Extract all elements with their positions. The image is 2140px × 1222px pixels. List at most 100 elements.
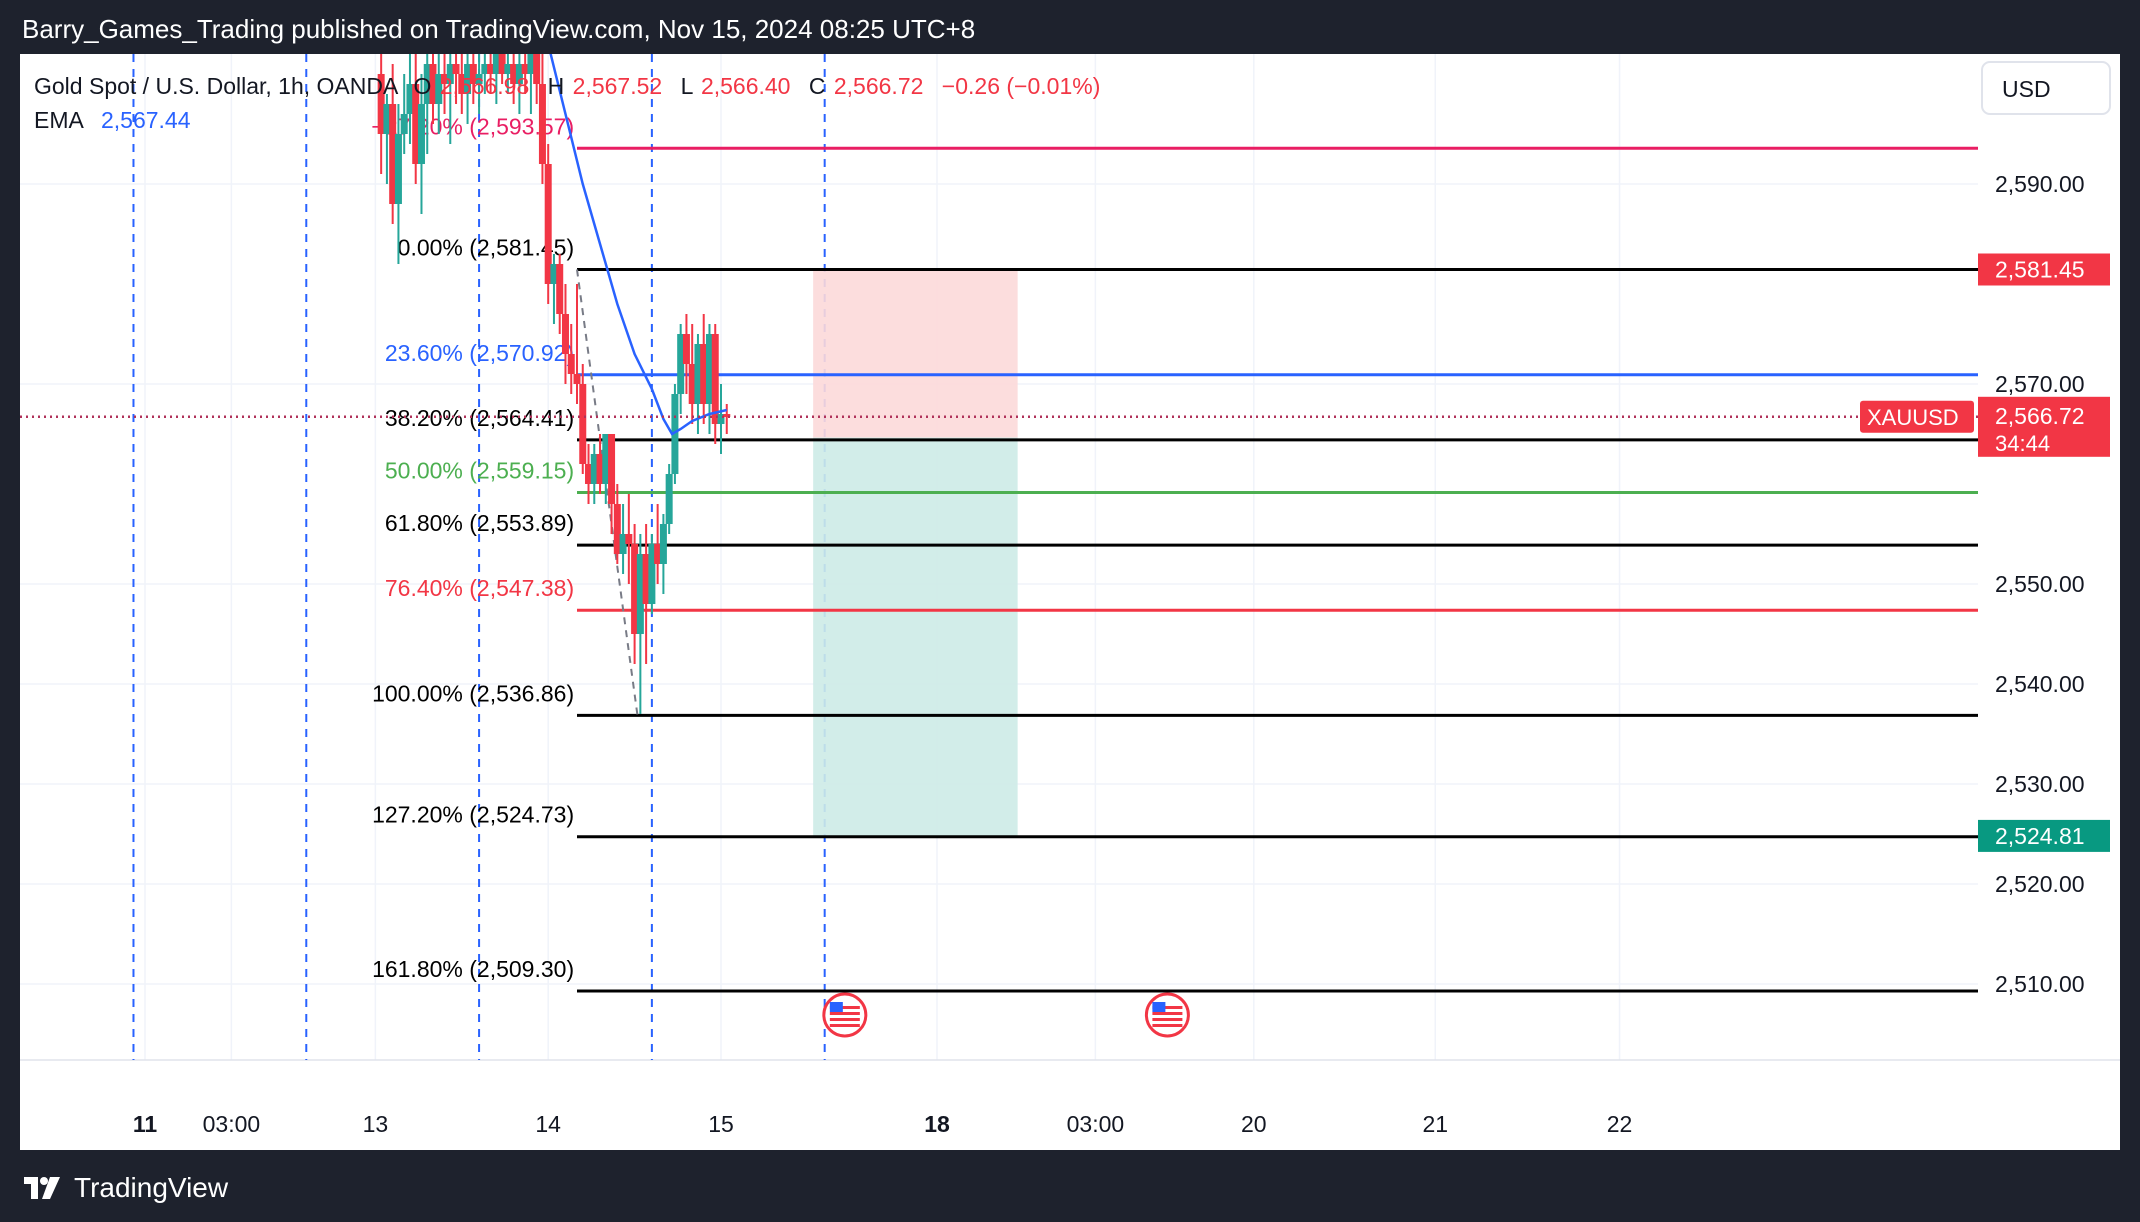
candle-body [521,64,529,74]
fib-level-label: 127.20% (2,524.73) [372,802,574,828]
x-tick-label: 03:00 [1067,1111,1125,1137]
x-tick-label: 15 [708,1111,734,1137]
event-markers [822,992,1190,1038]
y-axis: 2,510.00 2,520.00 2,530.00 2,540.00 2,550.00… [1860,171,2110,997]
ema-value: 2,567.44 [101,107,191,133]
candle-body [631,544,639,634]
candle-body [533,54,541,84]
candle-body [377,74,385,134]
candle-body [452,64,460,74]
fib-level-label: 100.00% (2,536.86) [372,680,574,706]
current-price-label: 2,566.72 [1995,403,2085,429]
us-flag-icon[interactable] [1144,992,1190,1038]
candle-body [700,344,708,404]
candle-body [550,264,558,284]
candle-body [492,54,500,74]
flag-canton [829,1002,843,1012]
candle-body [383,104,391,134]
fib-level-label: 76.40% (2,547.38) [385,575,574,601]
candle-body [487,64,495,74]
symbol-tag-label: XAUUSD [1867,405,1959,430]
candle-body [394,134,402,204]
symbol-name: Gold Spot / U.S. Dollar, 1h, OANDA [34,73,399,99]
x-tick-label: 14 [535,1111,561,1137]
candle-body [464,64,472,94]
candle-body [613,504,621,554]
y-tick-label: 2,520.00 [1995,871,2085,897]
low-value: 2,566.40 [701,73,791,99]
x-tick-label: 18 [924,1111,950,1137]
candle-body [417,104,425,164]
candle-body [469,64,477,84]
candle-body [556,264,564,314]
candle-body [717,414,725,424]
position-tool [813,269,1018,836]
legend-line-1: Gold Spot / U.S. Dollar, 1h, OANDA O 2,5… [34,73,1100,99]
flag-stripe [1152,1024,1183,1027]
tradingview-brand-text: TradingView [74,1172,229,1203]
grid-lines [20,54,2120,1061]
x-tick-label: 21 [1422,1111,1448,1137]
candle-body [435,74,443,104]
ema-series [546,43,728,436]
current-price-tag-box [1978,396,2110,457]
candle-body [585,464,593,484]
close-label: C [809,73,826,99]
x-tick-label: 11 [133,1111,158,1137]
fib-level-label: 38.20% (2,564.41) [385,405,574,431]
flag-stripe [829,1006,860,1009]
candle-body [705,334,713,404]
price-tag-label: 2,524.81 [1995,823,2085,849]
y-tick-label: 2,550.00 [1995,571,2085,597]
flag-stripe [1152,1006,1183,1009]
candle-body [602,434,610,484]
candle-body [677,334,685,394]
price-chart[interactable]: −27.20% (2,593.57)0.00% (2,581.45)23.60%… [20,43,2120,1150]
candle-body [538,84,546,164]
candle-body [458,74,466,94]
price-tag-box [1978,253,2110,286]
ema-line [546,43,728,436]
chart-panel[interactable]: −27.20% (2,593.57) 0.00% (2,581.45) 23.60%… [20,43,2120,1150]
x-tick-label: 20 [1241,1111,1267,1137]
candle-body [475,74,483,84]
y-tick-label: 2,540.00 [1995,671,2085,697]
candle-body [429,64,437,104]
candle-body [671,394,679,474]
candlestick-series [377,54,731,714]
candle-body [659,524,667,564]
candle-body [504,64,512,74]
candle-body [389,104,397,204]
currency-button[interactable]: USD [1981,61,2111,115]
vertical-markers [132,54,826,1060]
countdown-label: 34:44 [1995,431,2050,456]
legend-line-2: EMA 2,567.44 [34,107,191,133]
candle-body [412,84,420,164]
flag-stripe [829,1024,860,1027]
candle-body [573,374,581,384]
footer-brand[interactable]: TradingView [22,1168,228,1208]
candle-body [406,84,414,114]
flag-stripe [1152,1012,1183,1015]
candle-body [400,114,408,134]
tradingview-logo-icon [24,1177,60,1199]
candle-body [688,364,696,404]
candle-body [515,64,523,84]
candle-body [527,54,535,74]
candle-body [596,454,604,484]
open-label: O [413,73,431,99]
candle-body [711,334,719,424]
candle-body [423,64,431,104]
close-value: 2,566.72 [834,73,924,99]
candle-body [648,544,656,604]
price-tag-box [1978,819,2110,852]
fib-trend-line [576,269,639,716]
x-axis: 11 03:00 13 14 15 18 03:00 20 21 22 [133,1111,1633,1137]
change-value: −0.26 (−0.01%) [942,73,1101,99]
open-value: 2,566.98 [440,73,530,99]
us-flag-icon[interactable] [822,992,868,1038]
candle-body [665,474,673,524]
fib-level-label: 161.80% (2,509.30) [372,956,574,982]
fib-retracement: −27.20% (2,593.57)0.00% (2,581.45)23.60%… [371,113,1978,993]
price-tag-label: 2,581.45 [1995,257,2085,283]
